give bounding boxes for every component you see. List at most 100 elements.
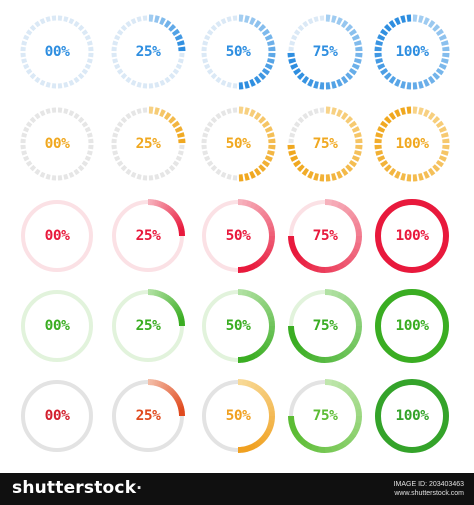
ring-segment-empty xyxy=(63,81,69,88)
ring-fill-segment xyxy=(267,419,275,426)
ring-fill-segment xyxy=(266,423,274,431)
ring-segment-filled xyxy=(253,75,262,84)
ring-segment-empty xyxy=(23,34,30,41)
ring-segment-empty xyxy=(112,150,119,156)
ring-segment-empty xyxy=(77,24,85,32)
ring-segment-empty xyxy=(73,112,80,120)
ring-segment-empty xyxy=(68,79,75,86)
ring-fill-segment xyxy=(175,399,183,405)
ring-segment-empty xyxy=(206,29,214,36)
ring-segment-empty xyxy=(86,150,93,156)
percent-label: 75% xyxy=(313,228,338,244)
ring-segment-filled xyxy=(266,150,275,156)
ring-fill-segment xyxy=(294,252,304,263)
ring-segment-filled xyxy=(313,80,319,89)
ring-segment-empty xyxy=(39,110,46,117)
ring-segment-empty xyxy=(34,20,41,28)
ring-segment-filled xyxy=(261,67,270,76)
percent-label: 75% xyxy=(313,408,338,424)
progress-ring-100: 100% xyxy=(374,106,450,182)
ring-segment-filled xyxy=(264,34,273,41)
ring-fill-segment xyxy=(177,314,184,319)
ring-fill-segment xyxy=(163,203,169,211)
ring-segment-empty xyxy=(77,116,85,124)
progress-ring-0: 00% xyxy=(21,290,93,362)
ring-segment-empty xyxy=(172,68,180,75)
ring-segment-filled xyxy=(435,67,444,76)
ring-segment-filled xyxy=(427,112,436,121)
ring-segment-empty xyxy=(114,34,121,41)
ring-segment-empty xyxy=(45,81,51,88)
ring-segment-filled xyxy=(258,72,267,81)
ring-fill-segment xyxy=(161,202,167,210)
ring-segment-empty xyxy=(73,168,80,176)
ring-segment-filled xyxy=(345,23,354,32)
ring-segment-empty xyxy=(159,171,166,178)
ring-segment-empty xyxy=(84,155,91,162)
ring-fill-segment xyxy=(355,415,363,424)
ring-segment-empty xyxy=(168,72,176,80)
ring-segment-filled xyxy=(380,120,389,129)
ring-fill-segment xyxy=(355,408,362,417)
ring-fill-segment xyxy=(294,432,304,443)
ring-segment-filled xyxy=(336,78,343,87)
ring-segment-filled xyxy=(440,40,449,46)
ring-fill-segment xyxy=(350,247,360,257)
ring-segment-empty xyxy=(168,164,176,172)
ring-fill-segment xyxy=(159,291,165,299)
ring-segment-empty xyxy=(226,173,232,180)
ring-fill-segment xyxy=(249,201,257,210)
ring-segment-empty xyxy=(289,132,296,138)
ring-fill-segment xyxy=(290,337,300,347)
ring-fill-segment xyxy=(161,382,167,390)
ring-fill-segment xyxy=(266,333,274,341)
ring-segment-filled xyxy=(331,80,337,89)
ring-segment-empty xyxy=(154,81,160,88)
ring-fill-segment xyxy=(288,241,297,251)
ring-fill-segment xyxy=(157,380,163,388)
ring-segment-empty xyxy=(114,155,121,162)
ring-segment-filled xyxy=(380,28,389,37)
ring-fill-segment xyxy=(288,331,297,341)
ring-segment-empty xyxy=(45,16,51,23)
ring-fill-segment xyxy=(341,257,352,267)
ring-segment-empty xyxy=(130,171,137,178)
ring-segment-empty xyxy=(116,160,124,167)
ring-fill-segment xyxy=(176,221,184,227)
ring-segment-empty xyxy=(25,68,33,75)
progress-ring-0: 00% xyxy=(20,15,94,89)
ring-segment-empty xyxy=(112,40,119,46)
progress-ring-0: 00% xyxy=(21,200,93,272)
ring-segment-filled xyxy=(348,120,357,129)
ring-segment-filled xyxy=(353,58,362,64)
ring-segment-empty xyxy=(204,34,211,41)
ring-segment-empty xyxy=(81,160,89,167)
ring-fill-segment xyxy=(294,342,304,353)
ring-segment-filled xyxy=(266,58,275,64)
ring-fill-segment xyxy=(353,421,362,431)
ring-fill-segment xyxy=(172,303,179,310)
ring-segment-filled xyxy=(351,155,360,162)
ring-segment-filled xyxy=(264,155,273,162)
ring-fill-segment xyxy=(317,266,326,274)
ring-segment-empty xyxy=(25,29,33,36)
ring-segment-filled xyxy=(351,63,360,70)
ring-fill-segment xyxy=(157,290,163,298)
ring-fill-segment xyxy=(264,427,273,435)
percent-label: 25% xyxy=(136,408,161,424)
ring-fill-segment xyxy=(175,309,183,315)
ring-fill-segment xyxy=(262,393,271,401)
ring-fill-segment xyxy=(264,307,273,315)
percent-label: 25% xyxy=(136,318,161,334)
progress-ring-50: 50% xyxy=(202,288,276,364)
ring-segment-filled xyxy=(293,159,302,168)
ring-fill-segment xyxy=(266,401,274,409)
ring-fill-segment xyxy=(346,253,356,263)
ring-fill-segment xyxy=(177,406,185,411)
ring-segment-filled xyxy=(171,28,180,37)
ring-fill-segment xyxy=(259,299,268,308)
ring-fill-segment xyxy=(350,427,360,437)
ring-segment-empty xyxy=(297,116,305,124)
ring-fill-segment xyxy=(287,415,295,424)
ring-segment-empty xyxy=(204,155,211,162)
